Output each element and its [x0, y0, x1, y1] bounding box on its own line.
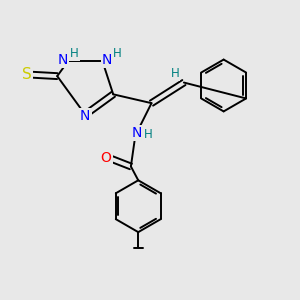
Text: H: H: [144, 128, 153, 142]
Text: S: S: [22, 67, 32, 82]
Text: H: H: [171, 67, 179, 80]
Text: N: N: [102, 53, 112, 67]
Text: N: N: [80, 109, 90, 123]
Text: N: N: [57, 53, 68, 67]
Text: N: N: [132, 126, 142, 140]
Text: H: H: [70, 47, 79, 60]
Text: O: O: [101, 151, 112, 165]
Text: H: H: [113, 47, 122, 60]
